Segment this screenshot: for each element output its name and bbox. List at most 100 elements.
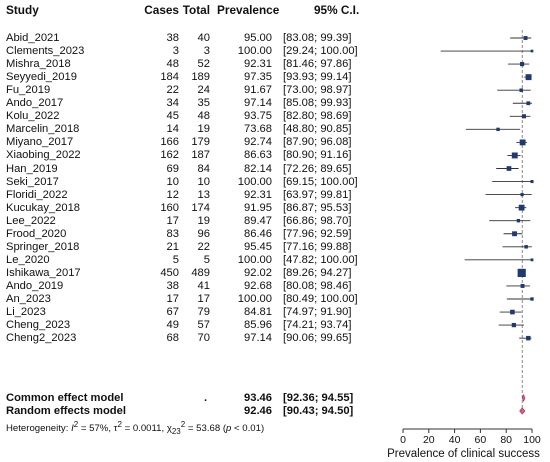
study-total: 10 [197,175,210,188]
header-prevalence: Prevalence [217,3,280,17]
header-study: Study [6,3,39,17]
study-square [530,49,534,53]
study-cases: 38 [166,279,179,292]
study-square [526,335,531,341]
study-ci: [80.49; 100.00] [283,293,358,305]
study-name: Ando_2019 [6,279,64,292]
study-prevalence: 97.35 [244,71,272,84]
study-cases: 450 [160,266,179,279]
study-square [511,322,517,328]
study-total: 57 [197,319,210,332]
study-ci: [82.80; 98.69] [283,110,352,123]
study-total: 70 [197,332,210,345]
study-prevalence: 93.75 [244,110,272,123]
common-effect-diamond [521,394,526,402]
study-square [524,245,528,249]
study-name: Floridi_2022 [6,188,68,201]
header-ci: 95% C.I. [314,3,360,17]
study-ci: [83.08; 99.39] [283,32,352,44]
study-square [518,204,525,211]
x-tick-label: 40 [449,434,461,446]
study-name: Li_2023 [6,306,46,319]
common-effect-ci: [92.36; 94.55] [283,392,354,404]
random-effects-prevalence: 92.46 [244,405,272,417]
study-prevalence: 97.14 [244,332,272,345]
study-square [511,152,518,159]
common-effect-prevalence: 93.46 [244,392,272,404]
study-name: Fu_2019 [6,84,51,97]
study-prevalence: 100.00 [237,45,272,58]
study-square [519,139,526,146]
study-total: 19 [197,214,210,227]
study-total: 489 [191,266,210,279]
study-total: 35 [197,97,210,110]
study-ci: [87.90; 96.08] [283,136,352,149]
study-prevalence: 73.68 [244,123,272,136]
study-ci: [66.86; 98.70] [283,214,352,227]
study-name: Kolu_2022 [6,110,60,123]
study-ci: [47.82; 100.00] [283,253,358,266]
study-ci: [85.08; 99.93] [283,97,352,110]
study-ci: [72.26; 89.65] [283,162,352,175]
study-cases: 22 [166,84,179,97]
study-cases: 162 [160,149,179,162]
x-tick-label: 20 [423,434,435,446]
study-name: Cheng2_2023 [6,332,77,345]
x-tick-label: 100 [523,434,541,446]
study-prevalence: 100.00 [237,293,272,305]
study-total: 24 [197,84,210,97]
study-prevalence: 89.47 [244,214,272,227]
study-name: Springer_2018 [6,240,80,253]
study-prevalence: 86.46 [244,227,272,240]
study-square [516,219,521,223]
x-axis-label: Prevalence of clinical success [387,448,540,460]
study-total: 48 [197,110,210,123]
study-cases: 21 [166,240,179,253]
study-prevalence: 86.63 [244,149,272,162]
study-prevalence: 95.00 [244,32,272,44]
study-ci: [77.16; 99.88] [283,240,352,253]
study-cases: 38 [166,32,179,44]
study-cases: 45 [166,110,179,123]
header-cases: Cases [144,3,179,17]
study-name: Frood_2020 [6,227,67,240]
study-total: 84 [197,162,210,175]
study-ci: [86.87; 95.53] [283,201,352,214]
study-name: Miyano_2017 [6,136,74,149]
header-total: Total [182,3,210,17]
study-cases: 83 [166,227,179,240]
study-square [525,74,532,81]
random-effects-ci: [90.43; 94.50] [283,405,354,417]
study-prevalence: 92.74 [244,136,272,149]
study-cases: 69 [166,162,179,175]
study-total: 17 [197,293,210,305]
study-square [510,309,515,315]
study-square [520,193,524,197]
study-total: 40 [197,32,210,44]
study-ci: [48.80; 90.85] [283,123,352,136]
study-total: 22 [197,240,210,253]
study-total: 79 [197,306,210,319]
study-square [496,127,500,132]
study-cases: 67 [166,306,179,319]
study-name: Han_2019 [6,162,58,175]
common-effect-label: Common effect model [6,392,124,404]
study-total: 3 [203,45,210,58]
study-name: Ishikawa_2017 [6,266,81,279]
heterogeneity-text: Heterogeneity: I2 = 57%, τ2 = 0.0011, χ2… [6,420,265,437]
study-cases: 10 [166,175,179,188]
study-cases: 3 [172,45,179,58]
study-prevalence: 91.95 [244,201,272,214]
study-name: Kucukay_2018 [6,201,81,214]
study-square [517,268,526,277]
study-prevalence: 97.14 [244,97,272,110]
study-name: Seyyedi_2019 [6,71,77,84]
study-total: 96 [197,227,210,240]
study-ci: [74.21; 93.74] [283,319,352,332]
study-prevalence: 100.00 [237,175,272,188]
study-cases: 166 [160,136,179,149]
study-name: Ando_2017 [6,97,64,110]
study-total: 174 [191,201,210,214]
study-ci: [73.00; 98.97] [283,84,352,97]
